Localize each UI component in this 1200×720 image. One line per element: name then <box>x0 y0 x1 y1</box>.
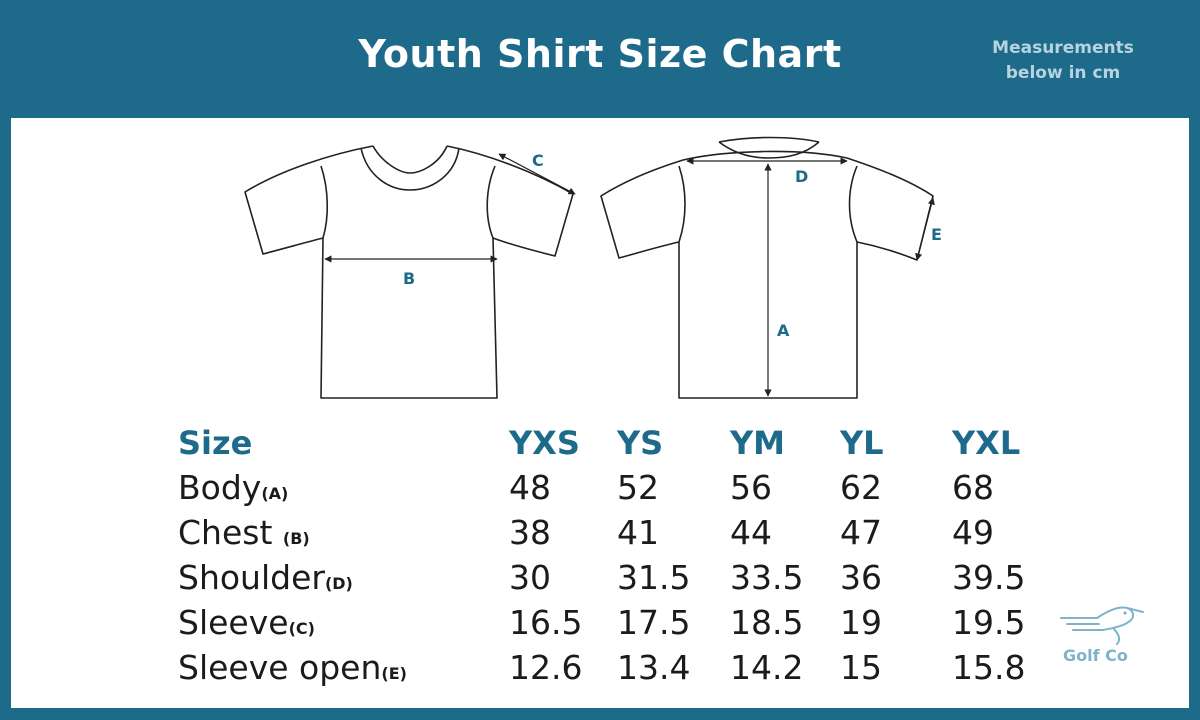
label-e: E <box>931 225 942 244</box>
row-label-text: Body <box>178 468 262 507</box>
units-note-line1: Measurements <box>992 38 1134 58</box>
size-col-ys: YS <box>617 424 664 462</box>
units-note-line2: below in cm <box>1005 63 1121 83</box>
table-cell: 48 <box>509 468 551 507</box>
table-cell: 17.5 <box>617 603 691 642</box>
row-code: (A) <box>261 484 289 503</box>
table-cell: 13.4 <box>617 648 691 687</box>
content-panel: B C D A E Size YXS YS YM YL YXL Body(A) … <box>11 118 1189 708</box>
table-cell: 31.5 <box>617 558 691 597</box>
row-label: Sleeve open(E) <box>178 642 509 687</box>
table-cell: 56 <box>730 468 772 507</box>
table-cell: 15 <box>840 648 882 687</box>
brand-name: Golf Co <box>1063 646 1128 665</box>
table-cell: 15.8 <box>952 648 1026 687</box>
table-cell: 19 <box>840 603 882 642</box>
size-col-yl: YL <box>840 424 884 462</box>
size-col-ym: YM <box>730 424 786 462</box>
row-code: (C) <box>288 619 315 638</box>
table-cell: 39.5 <box>952 558 1026 597</box>
size-header-label: Size <box>178 424 253 462</box>
page-title: Youth Shirt Size Chart <box>358 32 842 76</box>
table-cell: 68 <box>952 468 994 507</box>
label-a: A <box>777 321 790 340</box>
row-label-text: Shoulder <box>178 558 325 597</box>
table-cell: 47 <box>840 513 882 552</box>
row-code: (B) <box>282 529 310 548</box>
row-label-text: Chest <box>178 513 283 552</box>
table-row: Sleeve open(E) 12.6 13.4 14.2 15 15.8 <box>178 642 1042 687</box>
shirt-diagrams: B C D A E <box>244 136 942 399</box>
table-cell: 18.5 <box>730 603 804 642</box>
table-cell: 38 <box>509 513 551 552</box>
table-cell: 14.2 <box>730 648 804 687</box>
table-cell: 19.5 <box>952 603 1026 642</box>
size-col-yxl: YXL <box>952 424 1021 462</box>
table-cell: 62 <box>840 468 882 507</box>
row-label: Shoulder(D) <box>178 552 509 597</box>
label-b: B <box>403 269 415 288</box>
row-label: Sleeve(C) <box>178 597 509 642</box>
table-row: Shoulder(D) 30 31.5 33.5 36 39.5 <box>178 552 1042 597</box>
size-header-row: Size YXS YS YM YL YXL <box>178 418 1042 462</box>
row-label-text: Sleeve open <box>178 648 382 687</box>
label-c: C <box>532 151 544 170</box>
table-cell: 36 <box>840 558 882 597</box>
label-d: D <box>795 167 808 186</box>
table-row: Chest (B) 38 41 44 47 49 <box>178 507 1042 552</box>
row-label-text: Sleeve <box>178 603 289 642</box>
table-cell: 41 <box>617 513 659 552</box>
row-label: Chest (B) <box>178 507 509 552</box>
row-code: (D) <box>324 574 353 593</box>
size-col-yxs: YXS <box>509 424 580 462</box>
table-cell: 44 <box>730 513 772 552</box>
table-cell: 49 <box>952 513 994 552</box>
row-label: Body(A) <box>178 462 509 507</box>
golf-bird-logo-icon <box>1060 606 1144 645</box>
table-cell: 52 <box>617 468 659 507</box>
table-cell: 16.5 <box>509 603 583 642</box>
table-cell: 12.6 <box>509 648 583 687</box>
table-row: Sleeve(C) 16.5 17.5 18.5 19 19.5 <box>178 597 1042 642</box>
measurement-arrows <box>324 153 935 397</box>
back-shirt-diagram <box>600 136 934 399</box>
table-cell: 30 <box>509 558 551 597</box>
units-note: Measurements below in cm <box>978 36 1148 86</box>
row-code: (E) <box>381 664 407 683</box>
table-cell: 33.5 <box>730 558 804 597</box>
size-table: Size YXS YS YM YL YXL Body(A) 48 52 56 6… <box>178 418 1042 687</box>
table-row: Body(A) 48 52 56 62 68 <box>178 462 1042 507</box>
